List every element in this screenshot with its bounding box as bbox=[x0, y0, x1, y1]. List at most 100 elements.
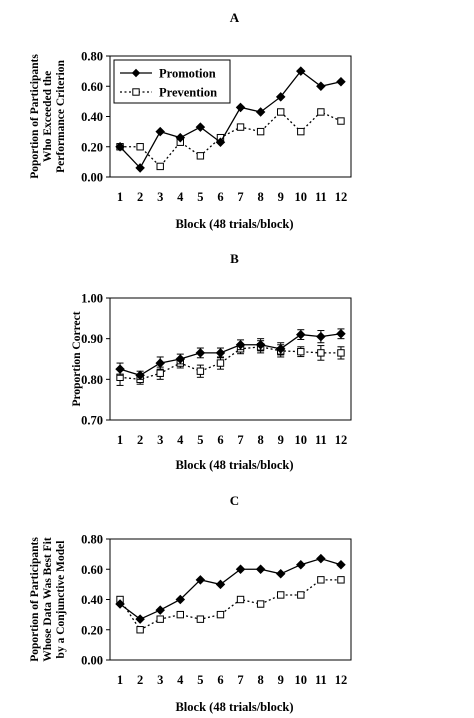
data-point-promotion bbox=[316, 81, 326, 92]
x-tick-label: 10 bbox=[295, 673, 308, 687]
data-point-promotion bbox=[336, 329, 346, 339]
x-tick-label: 9 bbox=[278, 433, 284, 447]
series-line-prevention bbox=[119, 346, 341, 380]
y-tick-label: 0.60 bbox=[81, 563, 103, 577]
legend: Promotion Prevention bbox=[113, 59, 231, 104]
data-point-promotion bbox=[296, 559, 306, 570]
data-point-promotion bbox=[316, 331, 326, 342]
panel-label: A bbox=[230, 10, 240, 25]
data-point-promotion bbox=[175, 594, 186, 605]
x-tick-label: 1 bbox=[117, 433, 123, 447]
legend-marker-prevention bbox=[132, 88, 140, 96]
data-point-promotion bbox=[336, 559, 346, 570]
series-prevention bbox=[116, 108, 345, 171]
series-promotion bbox=[115, 553, 346, 624]
series-prevention bbox=[116, 576, 345, 634]
x-tick-label: 6 bbox=[217, 433, 223, 447]
data-point-promotion bbox=[275, 92, 286, 102]
data-point-prevention bbox=[176, 610, 184, 619]
x-tick-label: 4 bbox=[177, 190, 184, 204]
y-tick-label: 0.40 bbox=[81, 110, 103, 124]
x-tick-label: 12 bbox=[335, 673, 348, 687]
series-line-promotion bbox=[119, 70, 342, 170]
y-tick-label: 0.60 bbox=[81, 80, 103, 94]
data-point-prevention bbox=[136, 626, 144, 634]
x-tick-label: 10 bbox=[295, 433, 308, 447]
chart-panel-a: A0.000.200.400.600.801 2 3 4 5 6 7 8 9 10 11 12Bloc… bbox=[29, 10, 352, 231]
data-point-promotion bbox=[336, 76, 346, 87]
y-tick-label: 0.80 bbox=[81, 373, 103, 387]
y-tick-label: 0.80 bbox=[81, 50, 103, 64]
y-tick-label: 0.80 bbox=[81, 533, 103, 547]
data-point-promotion bbox=[175, 354, 186, 364]
data-point-promotion bbox=[215, 348, 226, 358]
data-point-prevention bbox=[136, 143, 144, 151]
data-point-promotion bbox=[135, 370, 145, 381]
panel-label: C bbox=[230, 493, 239, 508]
data-point-prevention bbox=[196, 152, 205, 160]
y-tick-label: 1.00 bbox=[81, 292, 103, 306]
data-point-promotion bbox=[115, 141, 125, 152]
series-line-promotion bbox=[119, 333, 342, 376]
x-tick-label: 11 bbox=[315, 190, 327, 204]
x-tick-label: 5 bbox=[197, 433, 203, 447]
y-tick-label: 0.00 bbox=[81, 654, 103, 668]
x-tick-label: 8 bbox=[258, 673, 264, 687]
y-tick-label: 0.90 bbox=[81, 332, 103, 346]
data-point-promotion bbox=[155, 605, 165, 615]
chart-panel-c: C0.000.200.400.600.801 2 3 4 5 6 7 8 9 10 11 12Bloc… bbox=[29, 493, 352, 714]
data-point-promotion bbox=[115, 364, 125, 374]
legend-marker-promotion bbox=[131, 68, 141, 78]
y-axis-label: Poportion of ParticipantsWho Exceeded th… bbox=[29, 54, 67, 179]
legend-box bbox=[113, 59, 231, 104]
series-line-prevention bbox=[120, 111, 342, 168]
data-point-prevention bbox=[337, 576, 345, 584]
data-point-prevention bbox=[156, 369, 164, 377]
y-axis-label: Proportion Correct bbox=[71, 311, 83, 406]
x-tick-label: 7 bbox=[237, 190, 243, 204]
x-tick-label: 9 bbox=[278, 673, 284, 687]
x-tick-label: 4 bbox=[177, 673, 184, 687]
data-point-prevention bbox=[256, 127, 265, 136]
x-tick-label: 2 bbox=[137, 190, 143, 204]
data-point-promotion bbox=[135, 163, 145, 173]
data-point-promotion bbox=[115, 599, 125, 609]
y-tick-label: 0.20 bbox=[81, 140, 103, 154]
data-point-prevention bbox=[216, 359, 225, 367]
x-tick-label: 4 bbox=[177, 433, 184, 447]
y-tick-label: 0.70 bbox=[81, 414, 103, 428]
data-point-prevention bbox=[196, 367, 205, 375]
data-point-promotion bbox=[296, 66, 306, 76]
data-point-promotion bbox=[135, 614, 145, 624]
data-point-promotion bbox=[235, 340, 246, 350]
series-promotion bbox=[115, 328, 346, 381]
data-point-promotion bbox=[195, 122, 206, 132]
data-point-prevention bbox=[317, 576, 325, 584]
y-axis-label-line: Poportion of Participants bbox=[29, 54, 41, 179]
data-point-promotion bbox=[215, 137, 226, 147]
data-point-promotion bbox=[275, 569, 286, 579]
plot-frame bbox=[109, 297, 352, 421]
data-point-promotion bbox=[175, 132, 186, 143]
x-tick-label: 6 bbox=[217, 190, 223, 204]
series-promotion bbox=[115, 66, 346, 173]
data-point-promotion bbox=[296, 329, 306, 340]
y-axis-label-line: by a Conjunctive Model bbox=[55, 541, 67, 659]
x-tick-label: 3 bbox=[157, 190, 163, 204]
series-line-prevention bbox=[119, 579, 341, 631]
data-point-promotion bbox=[255, 564, 266, 575]
x-axis-label: Block (48 trials/block) bbox=[175, 458, 293, 472]
panel-label: B bbox=[230, 251, 239, 266]
x-tick-label: 1 bbox=[117, 673, 123, 687]
data-point-prevention bbox=[337, 117, 345, 125]
data-point-prevention bbox=[277, 108, 285, 116]
y-axis-label-line: Performance Criterion bbox=[55, 60, 67, 173]
x-tick-label: 12 bbox=[335, 190, 348, 204]
data-point-prevention bbox=[156, 162, 164, 171]
y-axis-label-line: Who Exceeded the bbox=[42, 71, 54, 162]
legend-label-promotion: Promotion bbox=[159, 67, 216, 81]
y-axis-label-line: Proportion Correct bbox=[71, 311, 83, 406]
x-tick-label: 8 bbox=[258, 433, 264, 447]
x-axis-label: Block (48 trials/block) bbox=[175, 217, 293, 231]
